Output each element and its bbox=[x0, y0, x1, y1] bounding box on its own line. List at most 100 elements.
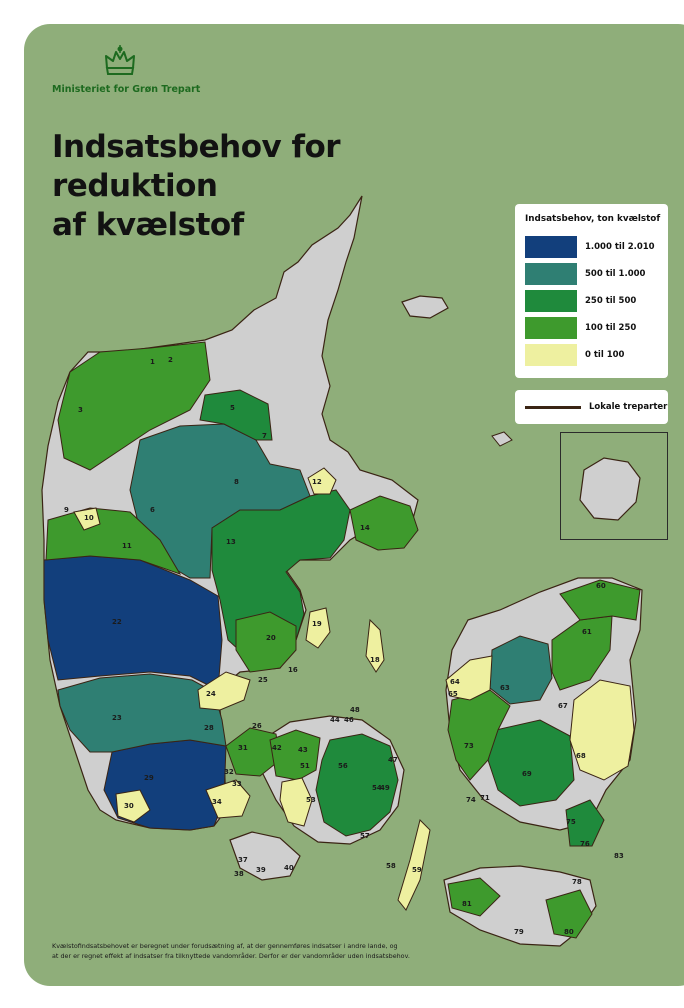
boundary-line-sample bbox=[525, 405, 581, 409]
region-zealand-yellow-nw bbox=[445, 655, 493, 701]
region-yellow-limfjord bbox=[73, 507, 101, 531]
region-label: 14 bbox=[360, 524, 370, 532]
title-line-1: Indsatsbehov for reduktion bbox=[52, 129, 341, 204]
region-label: 67 bbox=[558, 702, 568, 710]
legend-swatch bbox=[525, 316, 577, 339]
region-label: 31 bbox=[238, 744, 248, 752]
region-label: 49 bbox=[380, 784, 390, 792]
region-label: 16 bbox=[288, 666, 298, 674]
region-label: 54 bbox=[372, 784, 382, 792]
region-labels: 1 2 3 5 6 7 8 9 10 11 12 13 14 16 18 19 … bbox=[64, 356, 624, 936]
region-label: 12 bbox=[312, 478, 322, 486]
legend-item: 100 til 250 bbox=[525, 314, 658, 341]
region-label: 33 bbox=[232, 780, 242, 788]
region-label: 64 bbox=[450, 678, 460, 686]
region-label: 51 bbox=[300, 762, 310, 770]
region-label: 29 bbox=[144, 774, 154, 782]
region-label: 58 bbox=[386, 862, 396, 870]
legend-item: 250 til 500 bbox=[525, 287, 658, 314]
legend-item: 500 til 1.000 bbox=[525, 260, 658, 287]
legend-item: 0 til 100 bbox=[525, 341, 658, 368]
anholt-land bbox=[491, 431, 513, 447]
region-label: 26 bbox=[252, 722, 262, 730]
als-land bbox=[229, 831, 301, 881]
region-green-west bbox=[45, 507, 182, 575]
region-label: 18 bbox=[370, 656, 380, 664]
region-falster-green bbox=[545, 889, 593, 939]
region-label: 80 bbox=[564, 928, 574, 936]
footnote-line-2: at der er regnet effekt af indsatser fra… bbox=[52, 951, 410, 960]
region-label: 25 bbox=[258, 676, 268, 684]
region-label: 63 bbox=[500, 684, 510, 692]
region-teal-south bbox=[57, 673, 227, 753]
region-label: 34 bbox=[212, 798, 222, 806]
region-label: 32 bbox=[224, 768, 234, 776]
region-zealand-green-west bbox=[447, 689, 511, 781]
region-zealand-green-ne bbox=[559, 579, 641, 621]
legend-label: 0 til 100 bbox=[585, 349, 625, 360]
laeso-land bbox=[401, 295, 449, 319]
region-green-east bbox=[349, 495, 419, 551]
region-label: 73 bbox=[464, 742, 474, 750]
region-label: 22 bbox=[112, 618, 122, 626]
region-label: 76 bbox=[580, 840, 590, 848]
boundary-legend: Lokale treparter bbox=[515, 390, 668, 424]
region-label: 78 bbox=[572, 878, 582, 886]
region-label: 19 bbox=[312, 620, 322, 628]
region-label: 46 bbox=[344, 716, 354, 724]
region-label: 23 bbox=[112, 714, 122, 722]
region-label: 13 bbox=[226, 538, 236, 546]
legend-label: 1.000 til 2.010 bbox=[585, 241, 655, 252]
legend-item: 1.000 til 2.010 bbox=[525, 233, 658, 260]
region-label: 74 bbox=[466, 796, 476, 804]
region-label: 43 bbox=[298, 746, 308, 754]
region-label: 44 bbox=[330, 716, 340, 724]
region-label: 5 bbox=[230, 404, 235, 412]
region-label: 61 bbox=[582, 628, 592, 636]
region-lolland-green bbox=[447, 877, 501, 917]
region-funen-green bbox=[315, 733, 399, 837]
region-yellow-kolding bbox=[197, 671, 251, 711]
ministry-name: Ministeriet for Grøn Trepart bbox=[52, 84, 201, 95]
region-green-vejle bbox=[235, 611, 297, 673]
legend-label: 500 til 1.000 bbox=[585, 268, 646, 279]
region-label: 10 bbox=[84, 514, 94, 522]
region-label: 83 bbox=[614, 852, 624, 860]
legend-label: 100 til 250 bbox=[585, 322, 637, 333]
footnote: Kvælstofindsatsbehovet er beregnet under… bbox=[52, 942, 492, 961]
region-label: 37 bbox=[238, 856, 248, 864]
region-label: 68 bbox=[576, 752, 586, 760]
region-label: 57 bbox=[360, 832, 370, 840]
region-yellow-ribe bbox=[115, 789, 151, 823]
crown-icon bbox=[105, 45, 135, 75]
legend-swatch bbox=[525, 235, 577, 258]
region-label: 39 bbox=[256, 866, 266, 874]
page-title: Indsatsbehov for reduktion af kvælstof bbox=[52, 128, 512, 245]
bornholm-inset-frame bbox=[560, 432, 668, 540]
region-zealand-teal bbox=[489, 635, 553, 705]
region-label: 48 bbox=[350, 706, 360, 714]
region-funen-west bbox=[269, 729, 321, 781]
region-label: 65 bbox=[448, 690, 458, 698]
legend-swatch bbox=[525, 289, 577, 312]
boundary-legend-label: Lokale treparter bbox=[589, 402, 668, 412]
region-label: 38 bbox=[234, 870, 244, 878]
region-label: 2 bbox=[168, 356, 173, 364]
region-label: 53 bbox=[306, 796, 316, 804]
region-label: 28 bbox=[204, 724, 214, 732]
region-label: 20 bbox=[266, 634, 276, 642]
region-label: 9 bbox=[64, 506, 69, 514]
region-label: 60 bbox=[596, 582, 606, 590]
region-yellow-aabenraa bbox=[205, 779, 251, 819]
legend-label: 250 til 500 bbox=[585, 295, 637, 306]
footnote-line-1: Kvælstofindsatsbehovet er beregnet under… bbox=[52, 942, 398, 950]
bornholm-inset bbox=[579, 457, 641, 521]
title-line-2: af kvælstof bbox=[52, 207, 244, 243]
region-label: 8 bbox=[234, 478, 239, 486]
region-green-north bbox=[57, 341, 211, 471]
region-label: 81 bbox=[462, 900, 472, 908]
region-label: 69 bbox=[522, 770, 532, 778]
region-yellow-horsens bbox=[305, 607, 331, 649]
region-label: 56 bbox=[338, 762, 348, 770]
